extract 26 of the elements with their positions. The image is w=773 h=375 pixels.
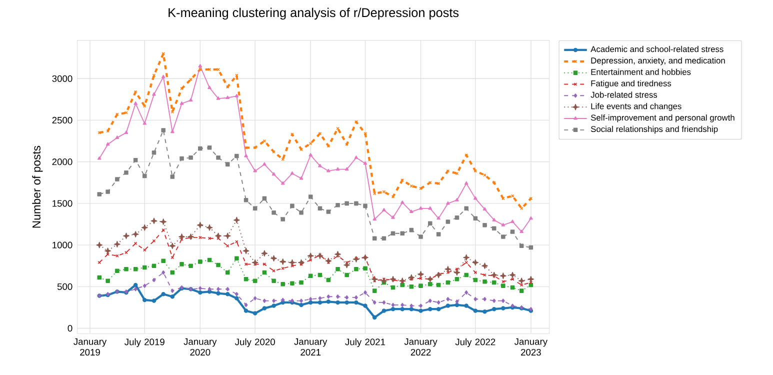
x-tick-label: January 2020: [184, 338, 217, 356]
x-tick-label: July 2019: [124, 338, 164, 348]
y-axis-title: Number of posts: [32, 146, 43, 228]
x-tick-label: January 2019: [74, 338, 107, 356]
legend-label: Life events and changes: [591, 103, 682, 111]
y-tick-label: 3000: [52, 75, 72, 82]
y-tick-label: 1500: [52, 200, 72, 207]
legend-label: Job-related stress: [590, 92, 658, 98]
y-tick-label: 0: [68, 324, 72, 332]
x-tick-label: July 2022: [455, 338, 496, 348]
legend-label: Fatigue and tiredness: [591, 80, 672, 88]
legend-label: Depression, anxiety, and medication: [591, 57, 725, 66]
chart-title: K-meaning clustering analysis of r/Depression posts: [168, 8, 459, 20]
x-tick-label: January 2022: [404, 338, 438, 356]
x-tick-label: January 2023: [514, 338, 548, 356]
legend-label: Academic and school-related stress: [590, 46, 724, 52]
legend-label: Self-improvement and personal growth: [590, 114, 734, 122]
y-tick-label: 1000: [52, 242, 72, 248]
x-tick-label: January 2021: [294, 338, 328, 356]
legend-label: Social relationships and friendship: [590, 126, 718, 134]
y-tick-label: 2000: [52, 158, 72, 166]
x-tick-label: July 2020: [235, 338, 275, 348]
y-tick-label: 2500: [52, 116, 72, 124]
x-tick-label: July 2021: [345, 338, 386, 348]
y-tick-label: 500: [57, 283, 72, 290]
legend-label: Entertainment and hobbies: [591, 68, 691, 75]
